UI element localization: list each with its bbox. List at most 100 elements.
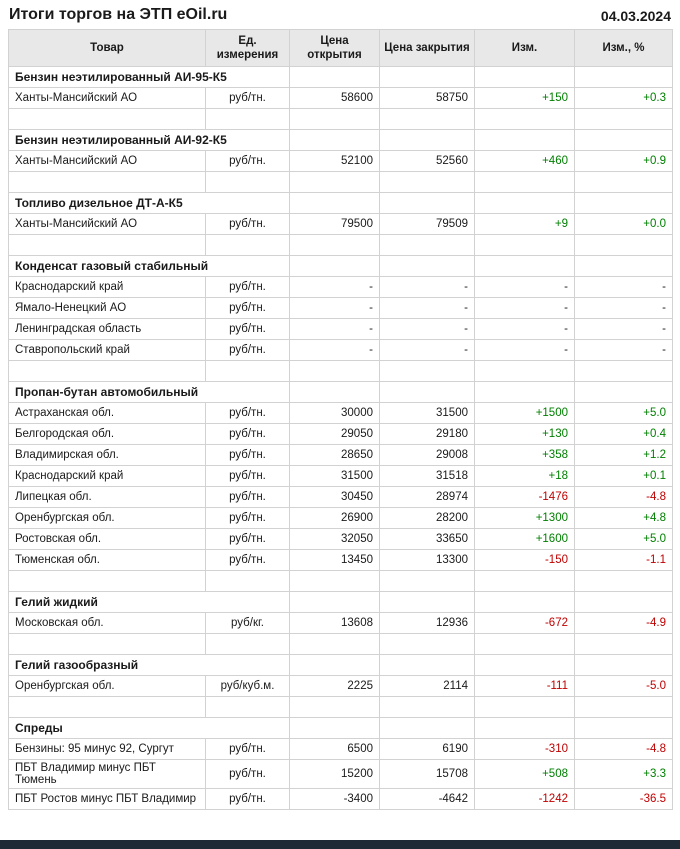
close-price-cell: 12936 [379, 612, 475, 634]
empty-cell [289, 591, 380, 613]
empty-cell [474, 108, 575, 130]
section-title-row: Топливо дизельное ДТ-А-К5 [8, 192, 673, 214]
empty-cell [205, 696, 290, 718]
open-price-cell: 6500 [289, 738, 380, 760]
empty-cell [474, 570, 575, 592]
change-pct-cell: +0.4 [574, 423, 673, 445]
empty-cell [474, 171, 575, 193]
data-row: Ленинградская область руб/тн. - - - - [8, 318, 673, 340]
empty-cell [289, 633, 380, 655]
data-row: Краснодарский край руб/тн. 31500 31518 +18 +0… [8, 465, 673, 487]
change-pct-cell: -4.8 [574, 486, 673, 508]
close-price-cell: 29008 [379, 444, 475, 466]
data-row: Ханты-Мансийский АО руб/тн. 52100 52560 +460… [8, 150, 673, 172]
product-cell: Ямало-Ненецкий АО [8, 297, 206, 319]
data-row: Оренбургская обл. руб/тн. 26900 28200 +1300 +… [8, 507, 673, 529]
data-row: Ямало-Ненецкий АО руб/тн. - - - - [8, 297, 673, 319]
column-header: Изм. [474, 29, 575, 67]
empty-cell [474, 696, 575, 718]
open-price-cell: - [289, 276, 380, 298]
data-row: Тюменская обл. руб/тн. 13450 13300 -150 -1.1 [8, 549, 673, 571]
empty-cell [8, 234, 206, 256]
unit-cell: руб/тн. [205, 213, 290, 235]
empty-cell [289, 66, 380, 88]
product-cell: Ханты-Мансийский АО [8, 150, 206, 172]
open-price-cell: 32050 [289, 528, 380, 550]
empty-cell [574, 696, 673, 718]
change-pct-cell: - [574, 276, 673, 298]
change-pct-cell: +5.0 [574, 402, 673, 424]
change-cell: - [474, 339, 575, 361]
empty-cell [474, 360, 575, 382]
close-price-cell: 28974 [379, 486, 475, 508]
section-title: Бензин неэтилированный АИ-95-К5 [8, 66, 290, 88]
product-cell: Ставропольский край [8, 339, 206, 361]
empty-cell [289, 654, 380, 676]
product-cell: Краснодарский край [8, 276, 206, 298]
empty-cell [205, 108, 290, 130]
change-pct-cell: +4.8 [574, 507, 673, 529]
data-row: ПБТ Ростов минус ПБТ Владимир руб/тн. -340… [8, 788, 673, 810]
change-cell: +460 [474, 150, 575, 172]
empty-cell [289, 108, 380, 130]
unit-cell: руб/тн. [205, 444, 290, 466]
change-pct-cell: -36.5 [574, 788, 673, 810]
empty-cell [8, 570, 206, 592]
empty-cell [8, 633, 206, 655]
close-price-cell: - [379, 339, 475, 361]
change-cell: -1242 [474, 788, 575, 810]
change-pct-cell: +0.0 [574, 213, 673, 235]
empty-cell [574, 129, 673, 151]
change-cell: +1600 [474, 528, 575, 550]
empty-cell [289, 381, 380, 403]
close-price-cell: 29180 [379, 423, 475, 445]
empty-cell [205, 171, 290, 193]
change-pct-cell: - [574, 297, 673, 319]
data-row: Краснодарский край руб/тн. - - - - [8, 276, 673, 298]
section-title: Конденсат газовый стабильный [8, 255, 290, 277]
close-price-cell: - [379, 276, 475, 298]
change-cell: +130 [474, 423, 575, 445]
product-cell: Ростовская обл. [8, 528, 206, 550]
empty-cell [379, 66, 475, 88]
data-row: Ханты-Мансийский АО руб/тн. 58600 58750 +150… [8, 87, 673, 109]
change-cell: +18 [474, 465, 575, 487]
unit-cell: руб/тн. [205, 297, 290, 319]
open-price-cell: 58600 [289, 87, 380, 109]
product-cell: Московская обл. [8, 612, 206, 634]
data-row: Липецкая обл. руб/тн. 30450 28974 -1476 -4.8 [8, 486, 673, 508]
unit-cell: руб/куб.м. [205, 675, 290, 697]
empty-cell [379, 717, 475, 739]
unit-cell: руб/тн. [205, 507, 290, 529]
change-pct-cell: - [574, 318, 673, 340]
change-pct-cell: -4.9 [574, 612, 673, 634]
data-row: Ставропольский край руб/тн. - - - - [8, 339, 673, 361]
close-price-cell: 6190 [379, 738, 475, 760]
product-cell: Липецкая обл. [8, 486, 206, 508]
unit-cell: руб/тн. [205, 276, 290, 298]
empty-cell [205, 360, 290, 382]
close-price-cell: 15708 [379, 759, 475, 789]
change-pct-cell: +3.3 [574, 759, 673, 789]
empty-cell [289, 234, 380, 256]
unit-cell: руб/тн. [205, 339, 290, 361]
section-title-row: Гелий жидкий [8, 591, 673, 613]
data-row: Московская обл. руб/кг. 13608 12936 -672 -4.9 [8, 612, 673, 634]
close-price-cell: 52560 [379, 150, 475, 172]
empty-cell [8, 696, 206, 718]
change-pct-cell: +5.0 [574, 528, 673, 550]
spacer-row [8, 171, 673, 193]
product-cell: Ханты-Мансийский АО [8, 87, 206, 109]
empty-cell [289, 570, 380, 592]
open-price-cell: 13608 [289, 612, 380, 634]
empty-cell [289, 696, 380, 718]
unit-cell: руб/кг. [205, 612, 290, 634]
empty-cell [474, 591, 575, 613]
open-price-cell: -3400 [289, 788, 380, 810]
empty-cell [379, 381, 475, 403]
section-title-row: Гелий газообразный [8, 654, 673, 676]
empty-cell [379, 192, 475, 214]
empty-cell [379, 360, 475, 382]
empty-cell [205, 570, 290, 592]
open-price-cell: 28650 [289, 444, 380, 466]
